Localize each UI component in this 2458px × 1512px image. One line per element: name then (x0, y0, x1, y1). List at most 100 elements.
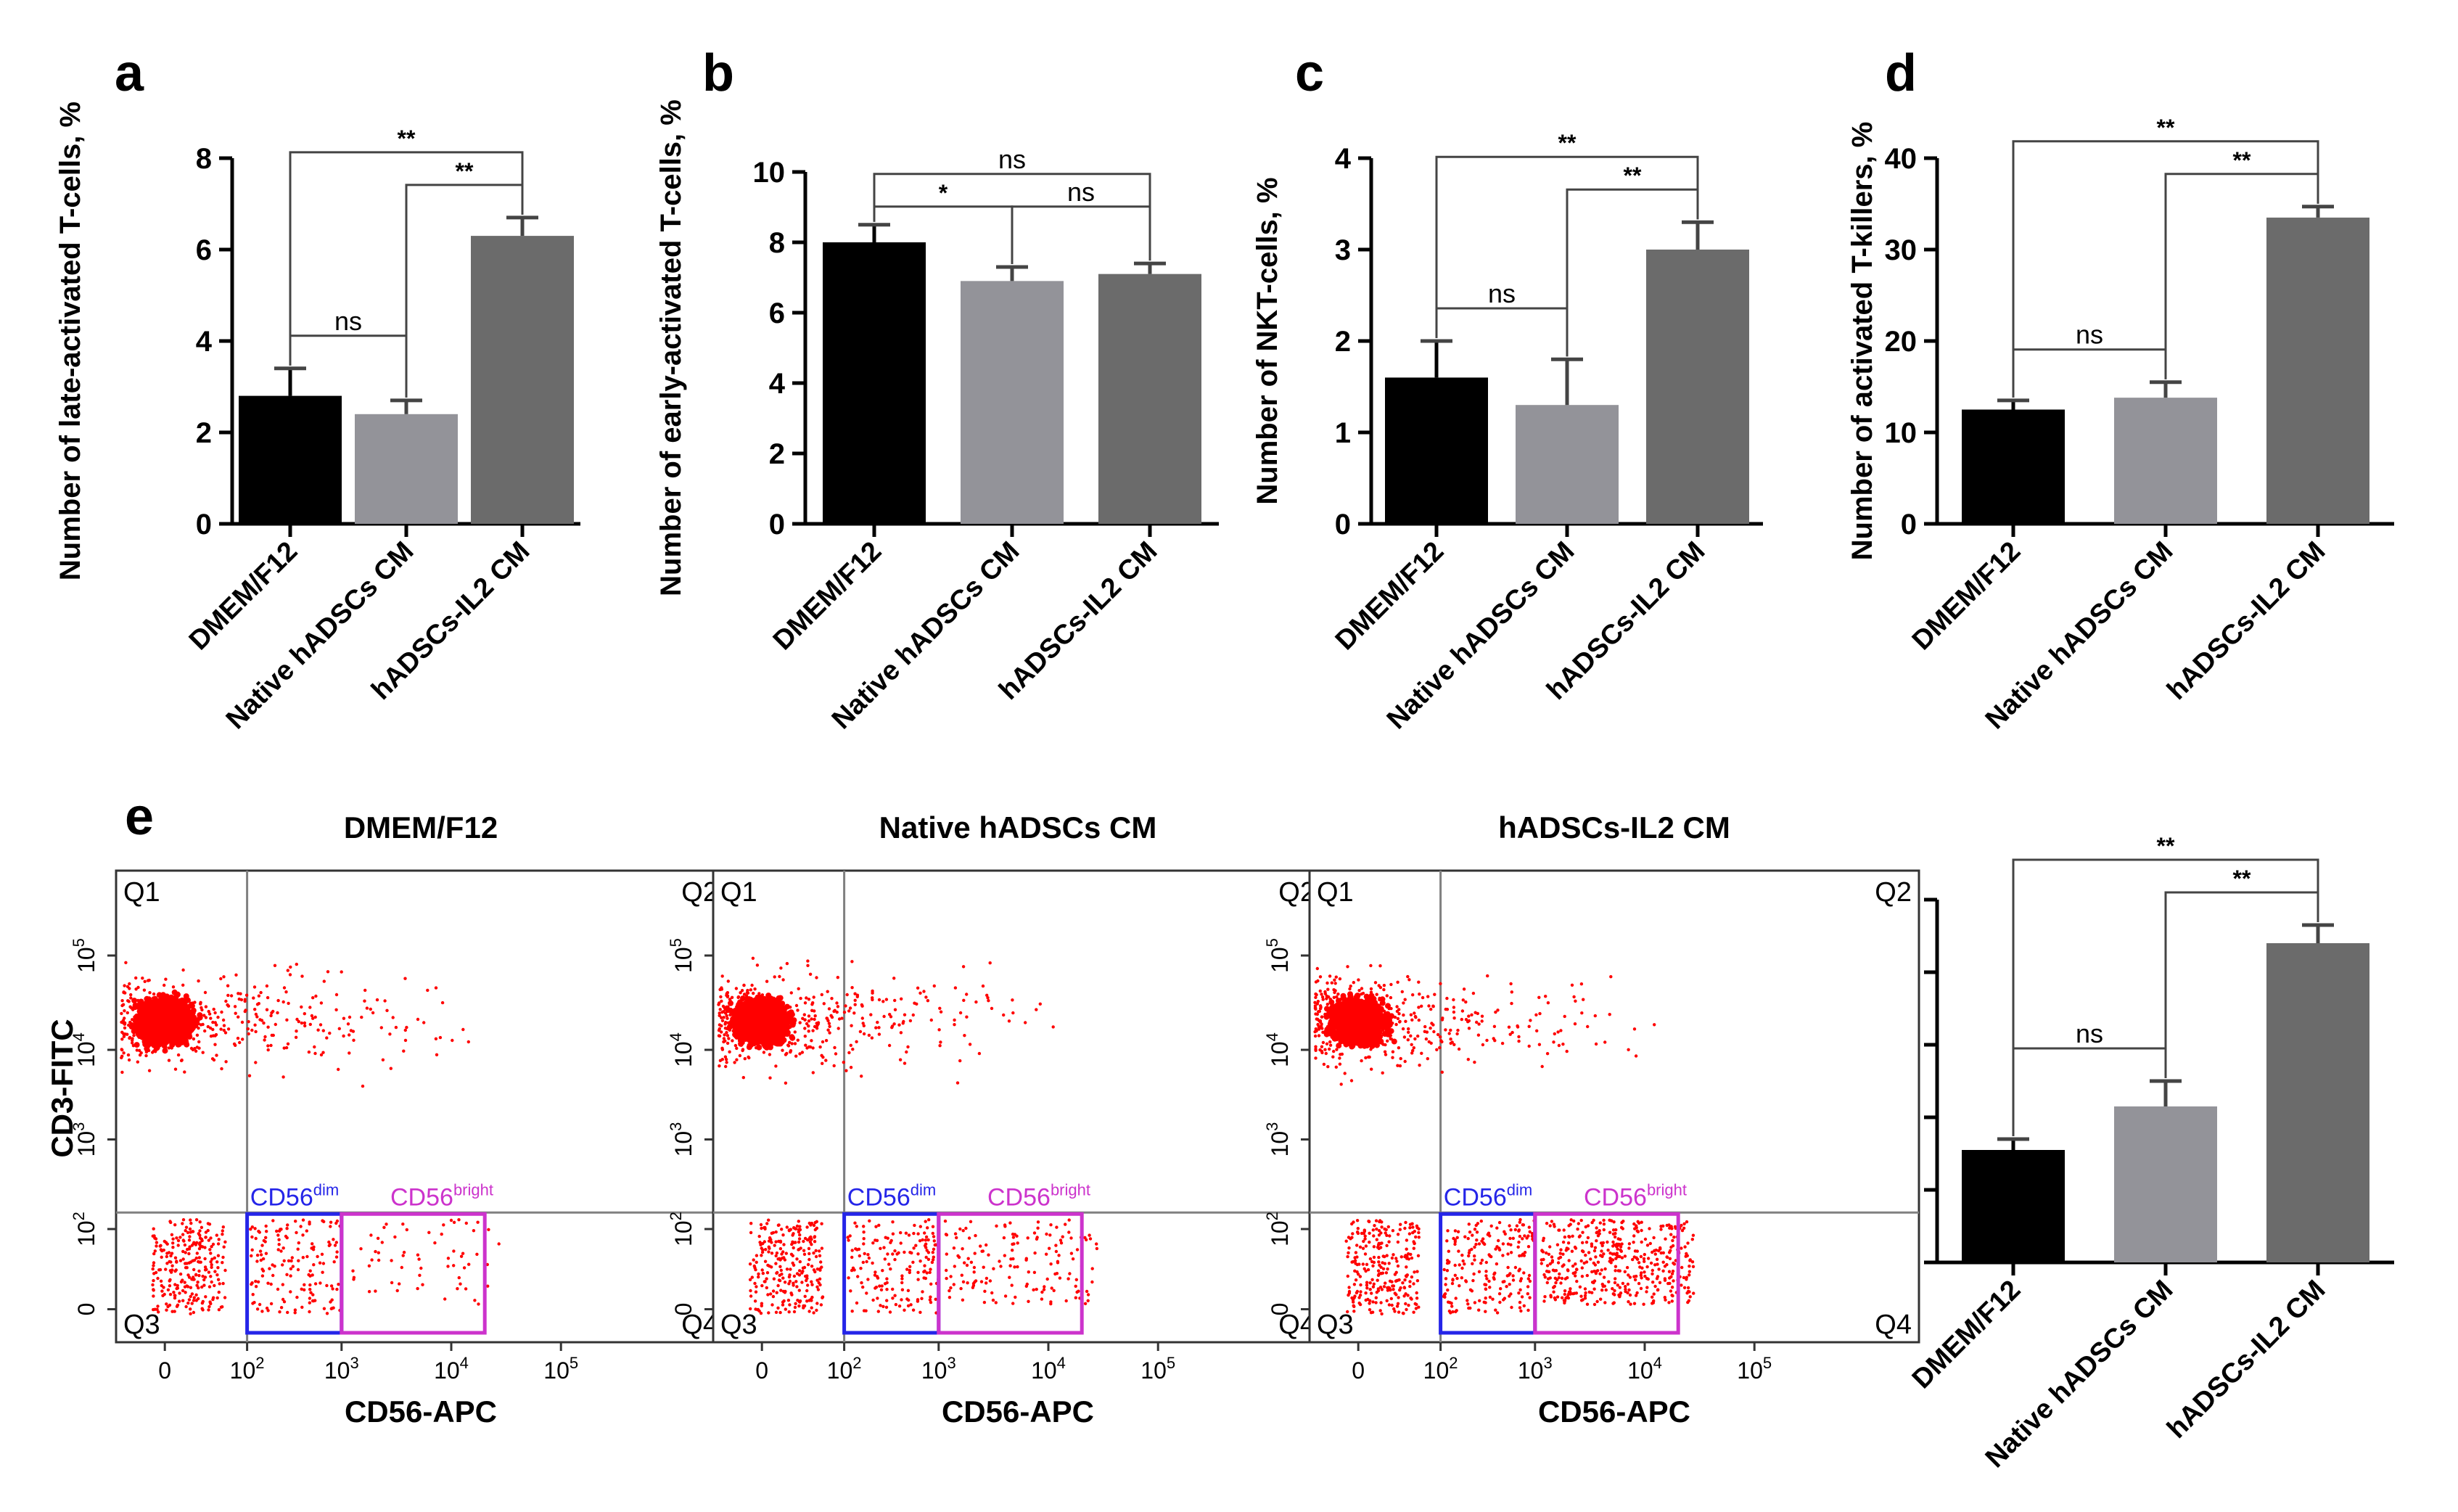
x-tick-label: hADSCs-IL2 CM (2161, 1275, 2331, 1445)
dot (222, 975, 226, 979)
dot (215, 1233, 218, 1237)
dot (145, 1000, 149, 1004)
dot (120, 1056, 123, 1060)
dot (301, 1218, 305, 1222)
dot (159, 1014, 163, 1019)
dot (452, 1220, 456, 1225)
dot (163, 1001, 167, 1005)
dot (268, 1267, 271, 1270)
dot (158, 1036, 162, 1040)
y-tick-label: 2 (769, 438, 785, 470)
dot (157, 1268, 161, 1272)
dot (361, 1084, 365, 1088)
dot (282, 986, 287, 990)
dot (170, 1252, 174, 1255)
dot (187, 1252, 191, 1256)
dot (195, 1252, 199, 1255)
dot (219, 1027, 223, 1031)
dot (308, 1022, 312, 1027)
dot (175, 1260, 178, 1264)
dot (286, 1310, 289, 1315)
dot (221, 1229, 224, 1233)
dot (234, 973, 238, 977)
dot (198, 1220, 202, 1224)
dot (148, 1013, 152, 1017)
dot (220, 1010, 223, 1014)
significance-label: ** (1558, 130, 1577, 156)
dot (276, 1287, 280, 1291)
dot (213, 1270, 217, 1273)
dot (181, 1289, 185, 1293)
dot (329, 1220, 333, 1224)
dot (265, 1306, 269, 1310)
dot (289, 1267, 293, 1271)
panel-letter-e: e (125, 788, 154, 846)
dot (136, 1025, 140, 1029)
dot (303, 1024, 307, 1028)
dot (221, 1233, 224, 1236)
dot (165, 1262, 169, 1265)
panel-letter-a: a (115, 44, 144, 102)
dot (221, 1281, 225, 1286)
dot (300, 974, 304, 978)
dot (168, 996, 174, 1002)
dot (403, 977, 407, 980)
dot (221, 1018, 226, 1022)
dot (303, 1283, 306, 1287)
dot (178, 998, 182, 1002)
dot (376, 1236, 380, 1241)
dot (203, 1268, 207, 1272)
y-tick-label: 4 (769, 368, 786, 400)
dot (259, 1258, 263, 1262)
dot (187, 999, 191, 1003)
dot (477, 1302, 480, 1306)
dot (171, 985, 176, 989)
dot (250, 1225, 254, 1229)
dot (313, 1015, 317, 1019)
dot (165, 1016, 170, 1020)
dot (182, 1008, 189, 1014)
dot (152, 1049, 156, 1053)
dot (226, 1004, 231, 1008)
dot (379, 1026, 383, 1030)
dot (127, 1000, 131, 1003)
dot (136, 1006, 141, 1010)
dot (251, 1293, 255, 1297)
panel-letter-b: b (702, 44, 734, 102)
dot (213, 1011, 217, 1015)
dot (284, 1045, 289, 1050)
dot (194, 1243, 198, 1246)
dot (308, 1310, 311, 1314)
dot (213, 1021, 217, 1024)
dot (247, 1074, 252, 1077)
y-axis-title: Number of early-activated T-cells, % (655, 99, 687, 596)
significance-bracket (289, 334, 408, 398)
dot (131, 1041, 134, 1045)
dot (197, 1040, 201, 1044)
dot (147, 1069, 152, 1072)
dot (216, 1254, 221, 1257)
dot (325, 1312, 329, 1315)
dot (172, 1043, 176, 1046)
dot (459, 1282, 462, 1286)
dot (308, 1297, 312, 1300)
dot (200, 1238, 204, 1243)
dot (173, 1256, 178, 1260)
dot (201, 1022, 205, 1027)
panel-letter-c: c (1295, 44, 1324, 102)
dot (346, 1022, 350, 1026)
dot (164, 1038, 168, 1042)
dot (147, 1006, 151, 1010)
dot (192, 1296, 196, 1299)
dot (311, 996, 315, 1000)
dot (289, 1274, 292, 1278)
dot (426, 988, 429, 993)
dot (186, 1301, 190, 1305)
dot (131, 998, 138, 1004)
dot (232, 1042, 237, 1046)
dot (176, 1244, 180, 1247)
dot (204, 1016, 208, 1019)
dot (164, 1267, 168, 1271)
